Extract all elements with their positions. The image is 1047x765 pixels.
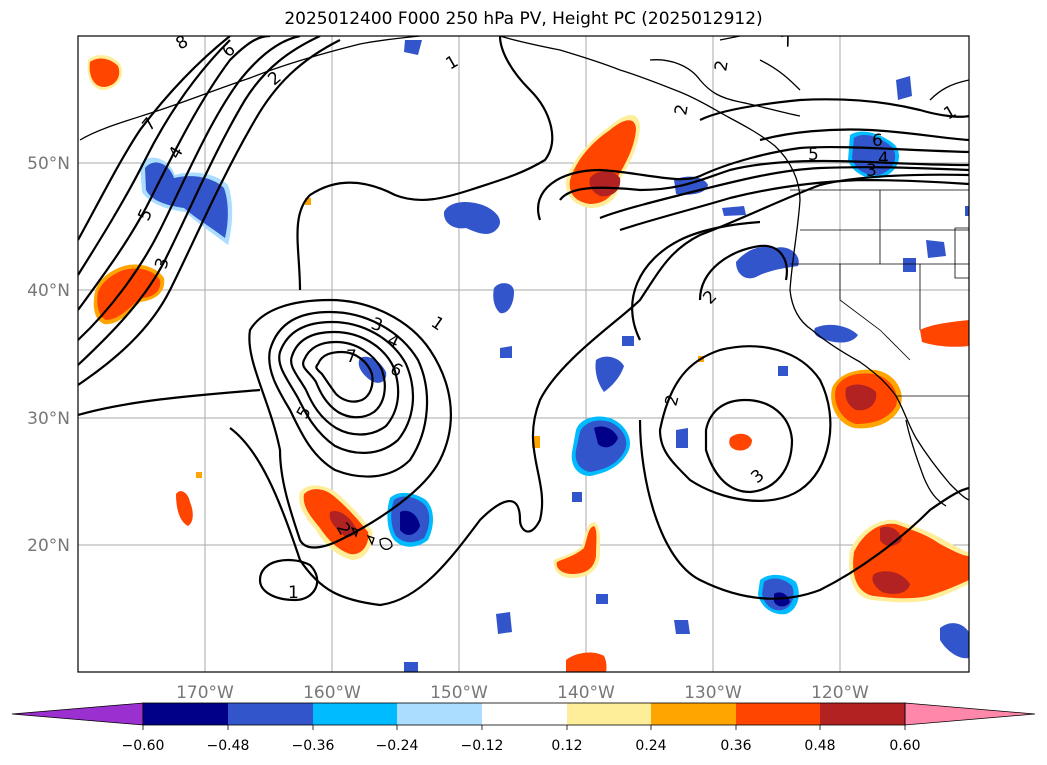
colorbar-tick-label: 0.12	[551, 738, 582, 754]
colorbar-over-extension	[904, 702, 1036, 726]
contour-label: 2	[711, 59, 733, 73]
lon-label: 150°W	[430, 683, 488, 703]
colorbar-bin	[143, 703, 228, 725]
lon-label: 140°W	[557, 683, 615, 703]
colorbar-bin	[397, 703, 482, 725]
colorbar-tick-label: −0.24	[376, 738, 419, 754]
lat-label: 50°N	[27, 154, 70, 174]
political-borders	[790, 189, 969, 397]
map-title: 2025012400 F000 250 hPa PV, Height PC (2…	[284, 9, 763, 29]
lon-label: 170°W	[176, 683, 234, 703]
coastlines	[79, 36, 969, 551]
colorbar-tick-label: −0.36	[292, 738, 335, 754]
colorbar-bin	[820, 703, 905, 725]
contour-label: 3	[152, 256, 174, 272]
colorbar-bin	[228, 703, 313, 725]
contour-label: 2	[671, 103, 693, 117]
lon-label: 120°W	[811, 683, 869, 703]
lon-label: 160°W	[303, 683, 361, 703]
colorbar: −0.60 −0.48 −0.36 −0.24 −0.12 0.12 0.24 …	[11, 702, 1036, 754]
contour-label: 2	[662, 393, 684, 409]
contour-label: 3	[866, 161, 877, 181]
contour-label: 7	[346, 347, 357, 367]
contour-label: 6	[872, 131, 883, 151]
contour-label: 1	[288, 583, 299, 603]
colorbar-tick-label: −0.60	[122, 738, 165, 754]
colorbar-bin	[482, 703, 567, 725]
colorbar-bin	[567, 703, 651, 725]
longitude-axis-labels: 170°W 160°W 150°W 140°W 130°W 120°W	[176, 683, 869, 703]
lat-label: 20°N	[27, 536, 70, 556]
height-contours	[78, 36, 969, 607]
colorbar-tick-label: −0.48	[207, 738, 250, 754]
map-frame	[77, 35, 970, 673]
colorbar-tick-label: 0.36	[720, 738, 751, 754]
pv-negative-anomalies	[140, 40, 969, 672]
lat-label: 30°N	[27, 409, 70, 429]
lon-label: 130°W	[684, 683, 742, 703]
colorbar-tick-label: 0.24	[635, 738, 666, 754]
contour-label: 4	[878, 149, 889, 169]
colorbar-bin	[313, 703, 397, 725]
contour-label: 5	[808, 145, 819, 165]
latitude-axis-labels: 50°N 40°N 30°N 20°N	[27, 154, 70, 556]
colorbar-bin	[651, 703, 736, 725]
pv-positive-anomalies	[87, 55, 969, 672]
colorbar-bin	[736, 703, 820, 725]
colorbar-tick-label: 0.48	[804, 738, 835, 754]
map-panel	[78, 36, 969, 672]
lat-label: 40°N	[27, 281, 70, 301]
colorbar-tick-label: 0.60	[889, 738, 920, 754]
colorbar-tick-label: −0.12	[461, 738, 504, 754]
colorbar-under-extension	[11, 702, 144, 726]
